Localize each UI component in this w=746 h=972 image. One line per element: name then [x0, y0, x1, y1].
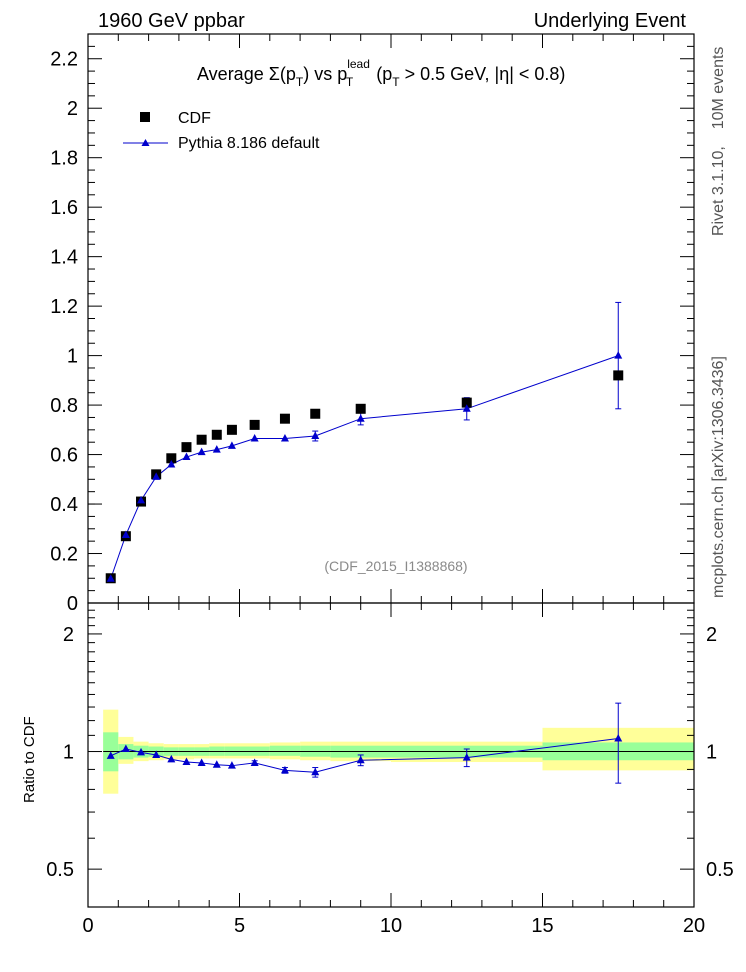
y-tick-label: 0.8 [50, 395, 78, 417]
cdf-point [181, 442, 192, 453]
ratio-y-tick-label: 0.5 [46, 859, 74, 881]
y-tick-label: 2 [67, 98, 78, 120]
x-tick-label: 20 [683, 915, 705, 937]
ratio-y-tick-label: 2 [63, 624, 74, 646]
ratio-y-tick-label-right: 2 [706, 624, 717, 646]
x-tick-label: 10 [380, 915, 402, 937]
ratio-pythia-point [614, 733, 623, 742]
cdf-point [249, 419, 260, 430]
ratio-pythia-point [167, 754, 176, 763]
x-tick-label: 0 [82, 915, 93, 937]
y-tick-label: 1.6 [50, 197, 78, 219]
legend-marker-cdf [140, 112, 150, 122]
pythia-point [167, 459, 176, 468]
cdf-point [279, 413, 290, 424]
cdf-point [461, 397, 472, 408]
legend-label-pythia: Pythia 8.186 default [178, 135, 320, 152]
pythia-point [356, 414, 365, 422]
y-tick-label: 1.2 [50, 296, 78, 318]
y-tick-label: 1 [67, 346, 78, 368]
pythia-point [212, 445, 221, 453]
pythia-point [250, 433, 259, 442]
y-tick-label: 2.2 [50, 49, 78, 71]
ratio-pythia-point [280, 765, 289, 774]
ratio-ylabel: Ratio to CDF [21, 716, 38, 803]
ratio-pythia-point [311, 767, 320, 776]
legend-label-cdf: CDF [178, 110, 211, 127]
pythia-point [311, 431, 320, 440]
ratio-pythia-point [356, 755, 365, 764]
ratio-pythia-point [462, 753, 471, 761]
ratio-pythia-point [152, 750, 161, 758]
pythia-point [182, 452, 191, 461]
y-tick-label: 1.8 [50, 148, 78, 170]
pythia-point [137, 495, 146, 504]
y-tick-label: 1.4 [50, 247, 78, 269]
pythia-point [197, 447, 206, 456]
ratio-band-inner [269, 745, 301, 756]
pythia-point [280, 433, 289, 442]
ratio-pythia-point [227, 761, 236, 769]
cdf-point [196, 434, 207, 445]
cdf-point [310, 408, 321, 419]
ratio-pythia-point [212, 760, 221, 768]
x-tick-label: 5 [234, 915, 245, 937]
ratio-y-tick-label: 1 [63, 742, 74, 764]
ratio-y-tick-label-right: 0.5 [706, 859, 734, 881]
side-label-rivet: Rivet 3.1.10, 10M events [710, 47, 727, 236]
y-tick-label: 0.6 [50, 445, 78, 467]
ratio-pythia-point [182, 757, 191, 766]
cdf-point [211, 429, 222, 440]
legend-marker-pythia [141, 139, 150, 146]
ratio-plot: 0 5 10 15 20 0.5 0.5 1 1 2 2 [46, 602, 734, 937]
cdf-point [613, 370, 624, 381]
x-tick-label: 15 [531, 915, 553, 937]
pythia-point [152, 472, 161, 480]
pythia-point [614, 351, 623, 359]
pythia-point [462, 404, 471, 412]
y-tick-label: 0.2 [50, 544, 78, 566]
ratio-pythia-point [121, 744, 130, 753]
pythia-point [106, 574, 115, 582]
cdf-point [355, 403, 366, 414]
ratio-pythia-point [137, 747, 146, 756]
y-tick-label: 0 [67, 593, 78, 615]
ratio-pythia-point [250, 758, 259, 766]
ratio-y-tick-label-right: 1 [706, 742, 717, 764]
cdf-point [166, 453, 177, 464]
pythia-line [110, 355, 619, 579]
side-label-mcplots: mcplots.cern.ch [arXiv:1306.3436] [710, 356, 727, 598]
main-title: Average Σ(pT) vs plead T (pT > 0.5 GeV, |… [197, 57, 565, 89]
pythia-point [227, 441, 236, 449]
legend: CDF Pythia 8.186 default [123, 110, 320, 152]
y-tick-label: 0.4 [50, 494, 78, 516]
ratio-pythia-point [197, 758, 206, 766]
cdf-point [226, 424, 237, 435]
analysis-watermark: (CDF_2015_I1388868) [324, 558, 467, 574]
header-right: Underlying Event [534, 10, 687, 32]
ratio-pythia-point [106, 751, 115, 759]
header-left: 1960 GeV ppbar [98, 10, 245, 32]
main-plot: 0 0.2 0.4 0.6 0.8 1 1.2 1.4 1.6 1.8 2 2.2 [50, 33, 695, 615]
pythia-point [121, 530, 130, 538]
